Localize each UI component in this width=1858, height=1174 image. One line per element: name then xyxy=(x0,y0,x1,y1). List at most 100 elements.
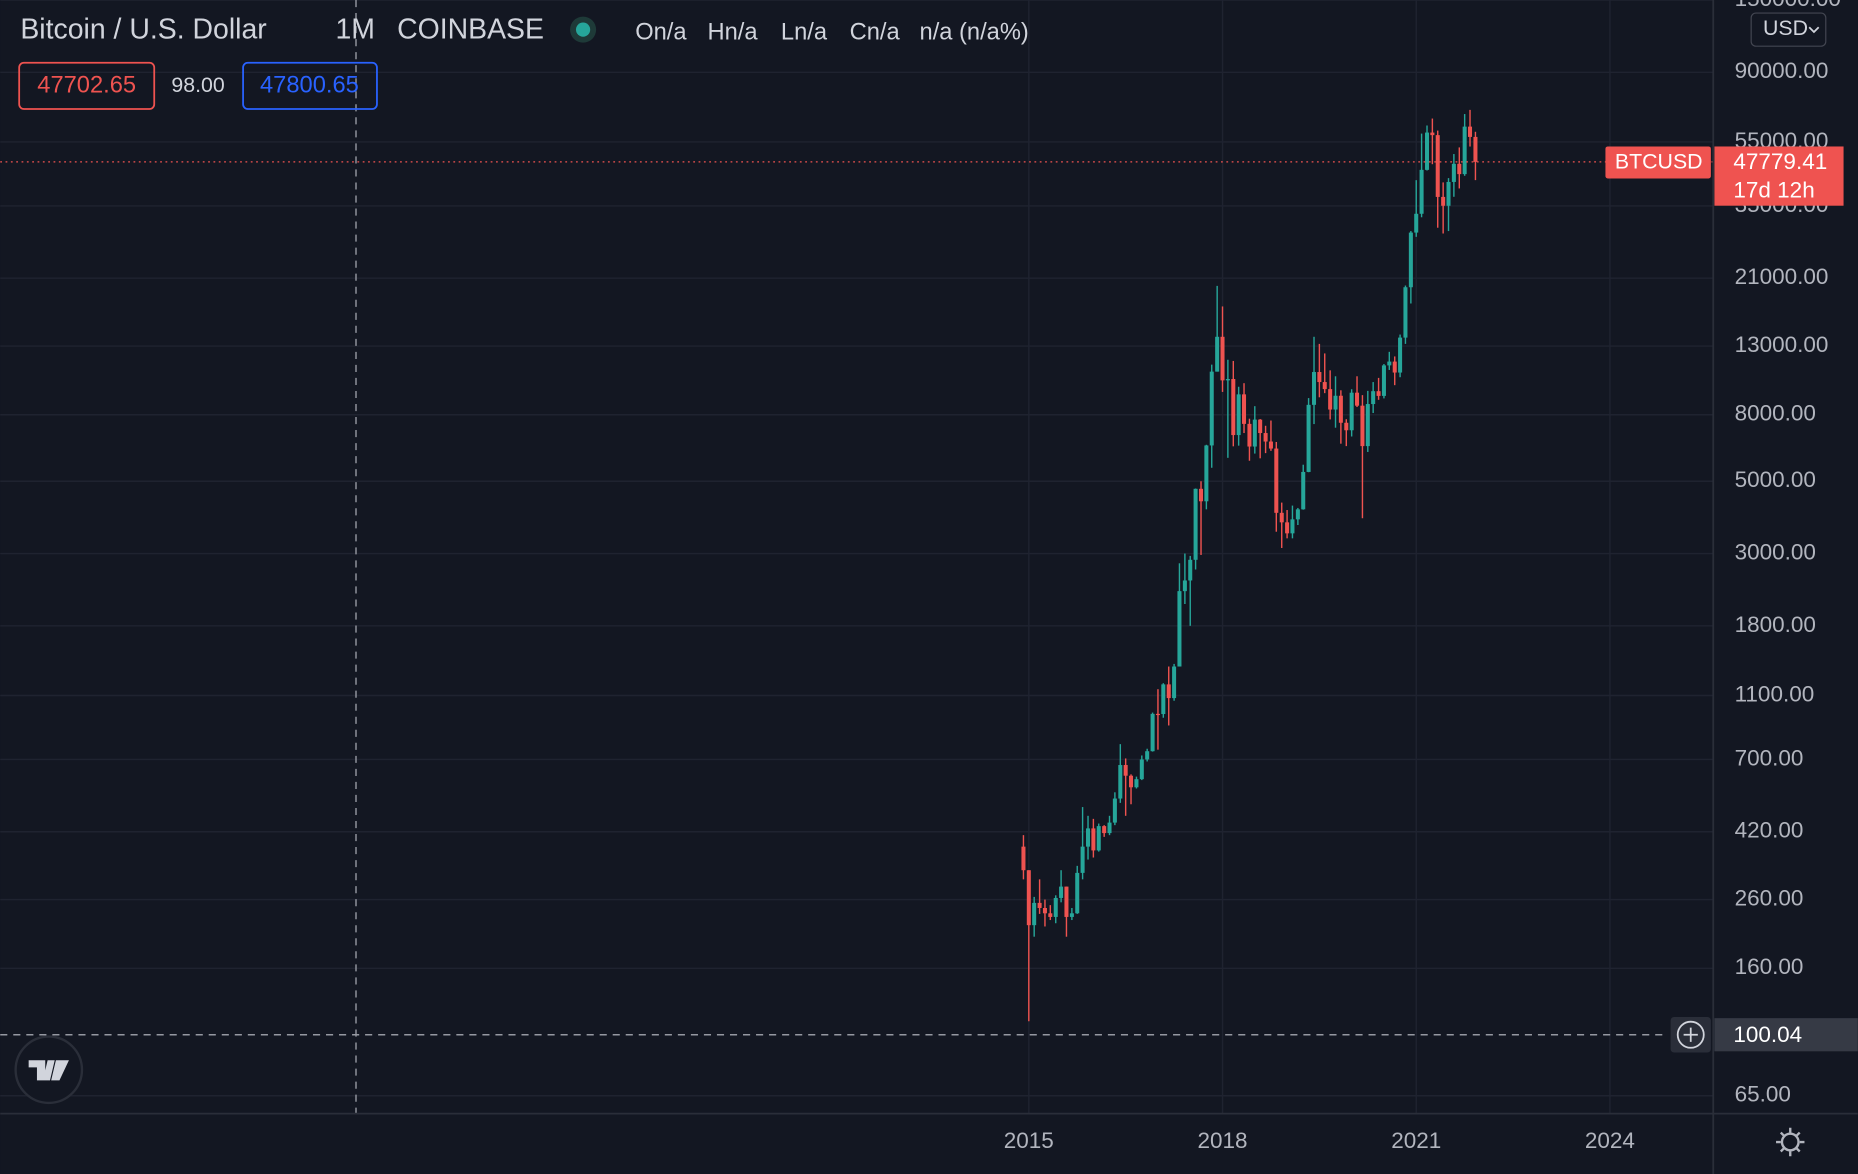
series-label: BTCUSD xyxy=(1615,150,1703,174)
countdown: 17d 12h xyxy=(1733,177,1814,202)
candle-body xyxy=(1172,666,1177,699)
candle-body xyxy=(1328,389,1333,410)
candle-body xyxy=(1403,287,1408,338)
ohlc-change: n/a (n/a%) xyxy=(920,19,1029,45)
candle-body xyxy=(1037,902,1042,908)
y-tick-label: 8000.00 xyxy=(1735,401,1816,426)
sell-button[interactable] xyxy=(18,61,156,110)
candle-body xyxy=(1032,902,1037,926)
candle-body xyxy=(1166,684,1171,699)
symbol[interactable]: Bitcoin / U.S. Dollar xyxy=(20,13,266,45)
x-tick-label: 2018 xyxy=(1197,1128,1247,1153)
candle-body xyxy=(1306,404,1311,472)
ohlc-open: On/a xyxy=(635,19,687,45)
candle-body xyxy=(1355,392,1360,406)
interval[interactable]: 1M xyxy=(335,13,374,45)
candle-body xyxy=(1053,897,1058,917)
candle-body xyxy=(1080,846,1085,873)
candle-body xyxy=(1263,433,1268,442)
candle-body xyxy=(1317,372,1322,383)
candle-body xyxy=(1430,132,1435,136)
add-order-button[interactable] xyxy=(1670,1016,1711,1053)
candle-body xyxy=(1188,559,1193,581)
candle-body xyxy=(1258,419,1263,434)
settings-icon[interactable] xyxy=(1776,1127,1805,1157)
candle-body xyxy=(1215,336,1220,372)
candle-body xyxy=(1096,826,1101,851)
candle-body xyxy=(1064,886,1069,917)
y-tick-label: 420.00 xyxy=(1735,818,1804,843)
currency-button[interactable] xyxy=(1750,12,1827,47)
candle-body xyxy=(1295,509,1300,520)
candle-body xyxy=(1457,163,1462,175)
candle-body xyxy=(1225,378,1230,381)
x-tick-label: 2024 xyxy=(1585,1128,1635,1153)
candle-body xyxy=(1285,522,1290,534)
candle-body xyxy=(1419,169,1424,214)
candle-body xyxy=(1177,591,1182,667)
candle-body xyxy=(1150,713,1155,752)
candle-body xyxy=(1279,512,1284,523)
candle-body xyxy=(1376,391,1381,396)
candle-body xyxy=(1451,163,1456,182)
candle-body xyxy=(1075,872,1080,914)
y-tick-label: 13000.00 xyxy=(1735,332,1829,357)
ask[interactable]: 47800.65 xyxy=(260,73,359,99)
candle-body xyxy=(1333,395,1338,410)
overlay: BTCUSD xyxy=(0,0,1714,1114)
candle-body xyxy=(1204,445,1209,502)
candle-body xyxy=(1107,822,1112,834)
add-button-plus xyxy=(1683,1027,1698,1042)
candle-body xyxy=(1290,519,1295,534)
grid xyxy=(0,0,1714,1114)
candle-body xyxy=(1091,828,1096,851)
candle-body xyxy=(1344,422,1349,431)
candle-body xyxy=(1301,471,1306,510)
candle-body xyxy=(1446,181,1451,206)
currency-caret xyxy=(1808,26,1820,34)
y-tick-label: 5000.00 xyxy=(1735,467,1816,492)
candle-body xyxy=(1199,488,1204,502)
candle-body xyxy=(1129,775,1134,788)
currency[interactable]: USD xyxy=(1763,16,1808,40)
candle-body xyxy=(1048,913,1053,917)
candle-body xyxy=(1381,365,1386,396)
candle-body xyxy=(1408,232,1413,288)
candle-body xyxy=(1473,136,1478,162)
candle-body xyxy=(1021,846,1026,871)
add-button-ring xyxy=(1676,1020,1705,1049)
y-tick-label: 90000.00 xyxy=(1735,58,1829,83)
candle-body xyxy=(1123,765,1128,776)
candle-body xyxy=(1209,371,1214,446)
y-tick-label: 1100.00 xyxy=(1735,681,1815,706)
candle-body xyxy=(1220,336,1225,381)
candle-body xyxy=(1242,394,1247,424)
crosshair-label-bg xyxy=(1714,1018,1858,1052)
candle-body xyxy=(1112,798,1117,823)
candle-body xyxy=(1134,779,1139,788)
candle-body xyxy=(1247,423,1252,447)
candle-body xyxy=(1274,448,1279,513)
candle-body xyxy=(1252,419,1257,447)
candle-body xyxy=(1193,488,1198,560)
buy-button[interactable] xyxy=(242,61,378,110)
candle-body xyxy=(1349,392,1354,431)
y-tick-label: 160.00 xyxy=(1735,954,1804,979)
candle-body xyxy=(1182,580,1187,592)
candle-body xyxy=(1118,765,1123,799)
price-label-bg xyxy=(1714,146,1844,206)
bid[interactable]: 47702.65 xyxy=(37,73,136,99)
spread: 98.00 xyxy=(171,73,224,97)
candle-body xyxy=(1042,907,1047,914)
candle-body xyxy=(1371,391,1376,405)
candle-body xyxy=(1360,405,1365,447)
y-tick-label: 65.00 xyxy=(1735,1082,1791,1107)
x-tick-label: 2015 xyxy=(1004,1128,1054,1153)
ohlc-close: Cn/a xyxy=(850,19,901,45)
series-label-bg xyxy=(1605,146,1711,179)
candle-body xyxy=(1312,372,1317,405)
candle-body xyxy=(1468,126,1473,137)
y-tick-label: 260.00 xyxy=(1735,886,1804,911)
